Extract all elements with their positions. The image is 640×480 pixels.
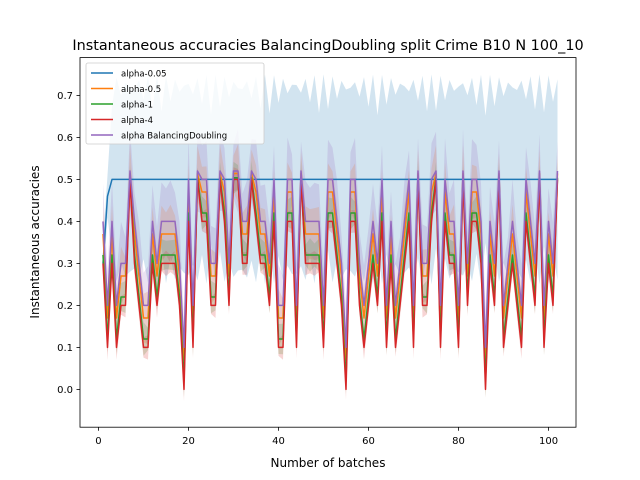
y-tick-label: 0.6 — [57, 133, 73, 144]
legend: alpha-0.05 alpha-0.5 alpha-1 alpha-4 alpha B… — [85, 62, 265, 145]
y-tick-label: 0.3 — [57, 259, 73, 270]
y-axis-label: Instantaneous accuracies — [28, 165, 42, 318]
y-tick-label: 0.2 — [57, 301, 73, 312]
y-axis-ticks: 0.0 0.1 0.2 0.3 0.4 0.5 0.6 0.7 — [57, 91, 80, 396]
x-tick-label: 80 — [452, 436, 465, 447]
legend-label: alpha-0.05 — [121, 70, 167, 80]
x-tick-label: 40 — [272, 436, 285, 447]
legend-label: alpha-0.5 — [121, 85, 161, 95]
y-tick-label: 0.0 — [57, 385, 73, 396]
x-axis-label: Number of batches — [271, 456, 386, 470]
x-tick-label: 20 — [182, 436, 195, 447]
line-alpha-4 — [102, 178, 559, 391]
y-tick-label: 0.4 — [57, 217, 73, 228]
y-tick-label: 0.1 — [57, 343, 73, 354]
line-alpha-balancingdoubling — [102, 170, 559, 349]
x-tick-label: 60 — [362, 436, 375, 447]
x-tick-label: 100 — [539, 436, 558, 447]
plot-frame — [79, 57, 577, 428]
series-lines — [102, 170, 559, 391]
x-axis-ticks: 0 20 40 60 80 100 — [95, 427, 558, 447]
y-tick-label: 0.5 — [57, 175, 73, 186]
chart-title: Instantaneous accuracies BalancingDoubli… — [72, 38, 583, 54]
legend-label: alpha-4 — [121, 116, 153, 126]
y-tick-label: 0.7 — [57, 91, 73, 102]
x-tick-label: 0 — [95, 436, 101, 447]
legend-frame — [85, 62, 265, 145]
legend-label: alpha-1 — [121, 101, 153, 111]
legend-label: alpha BalancingDoubling — [121, 132, 227, 142]
